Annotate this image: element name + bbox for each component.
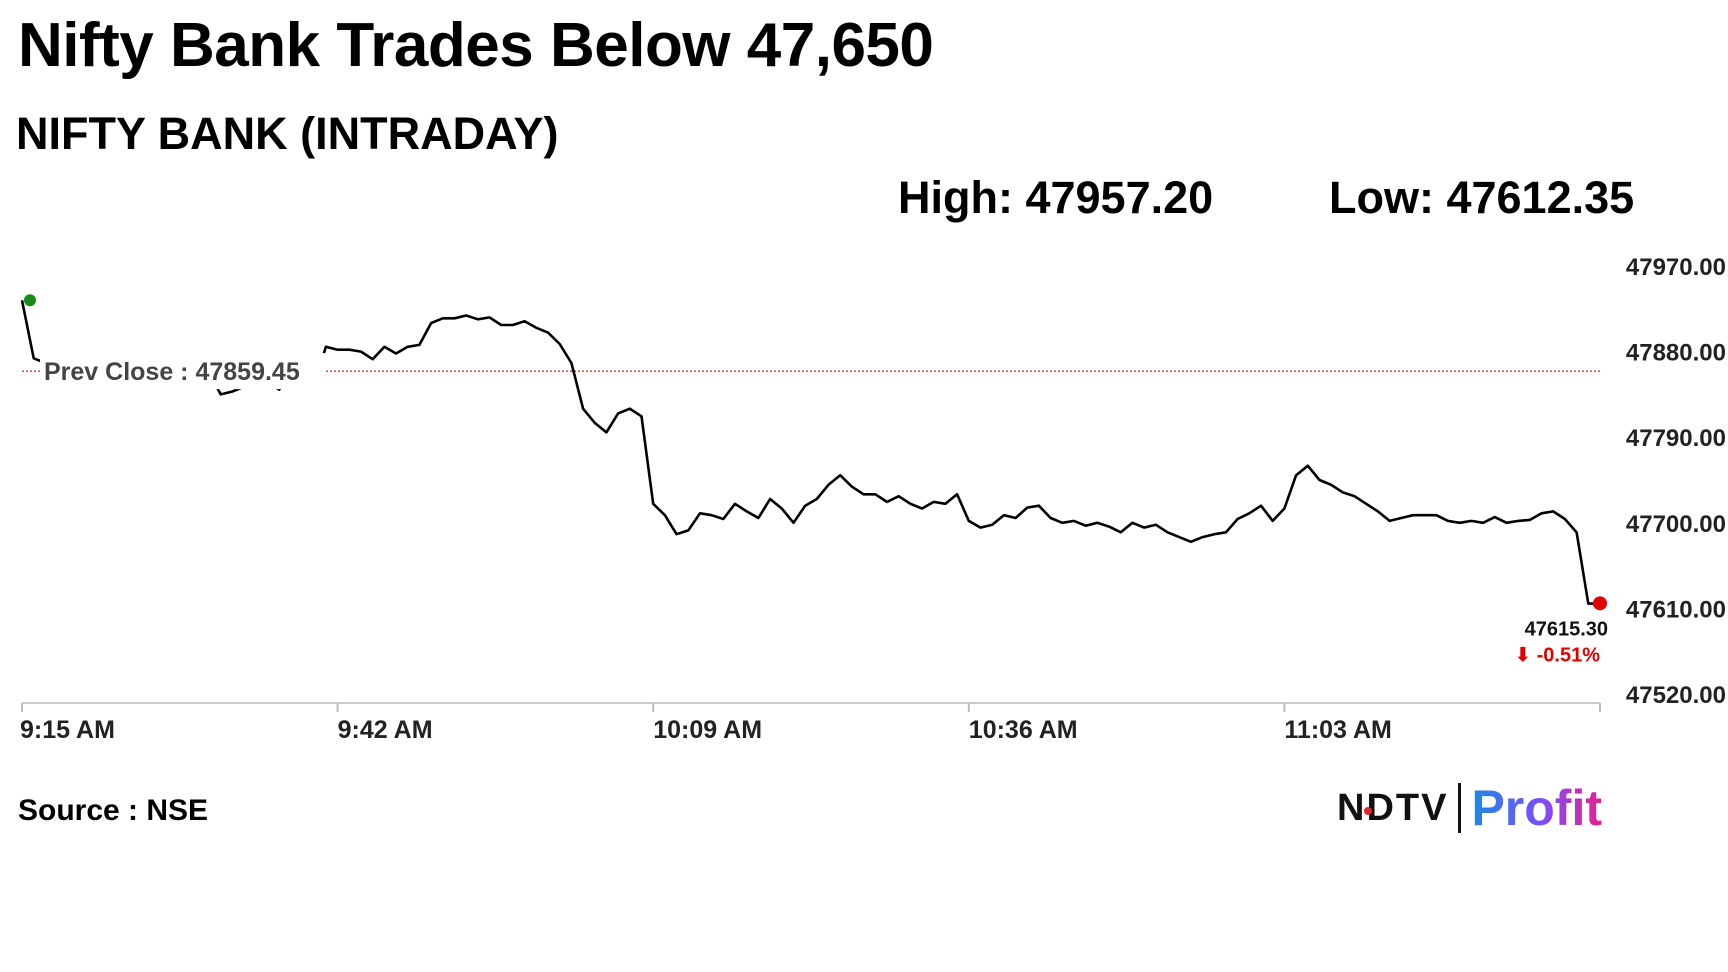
prev-close-label: Prev Close : 47859.45	[44, 358, 300, 386]
logo-red-dot	[1364, 806, 1372, 815]
x-tick-label: 10:09 AM	[653, 716, 762, 744]
y-tick-label: 47610.00	[1626, 596, 1726, 623]
x-tick-label: 9:15 AM	[20, 716, 115, 744]
intraday-line-chart: 9:15 AM 9:42 AM 10:09 AM 10:36 AM 11:03 AM 47…	[20, 254, 1726, 744]
y-tick-label: 47520.00	[1626, 682, 1726, 709]
logo-profit-text: Profit	[1471, 780, 1602, 836]
chart-subtitle: NIFTY BANK (INTRADAY)	[16, 108, 559, 159]
y-tick-label: 47880.00	[1626, 340, 1726, 367]
x-tick-label: 9:42 AM	[338, 716, 433, 744]
high-stat: High: 47957.20	[898, 172, 1214, 223]
headline: Nifty Bank Trades Below 47,650	[18, 11, 934, 80]
ndtv-profit-logo: NDTV Profit	[1337, 778, 1602, 838]
logo-divider	[1458, 783, 1462, 833]
x-tick-label: 10:36 AM	[969, 716, 1078, 744]
prev-close-label-bg	[40, 353, 326, 390]
logo-ndtv-text: NDTV	[1337, 786, 1449, 829]
source-note: Source : NSE	[18, 794, 209, 827]
change-label: ⬇ -0.51%	[1514, 644, 1600, 666]
low-stat: Low: 47612.35	[1329, 172, 1635, 223]
start-marker	[24, 294, 36, 307]
end-marker	[1593, 596, 1607, 611]
y-tick-label: 47970.00	[1626, 254, 1726, 281]
y-tick-label: 47790.00	[1626, 425, 1726, 452]
price-line	[20, 299, 1600, 605]
x-tick-label: 11:03 AM	[1284, 716, 1391, 744]
last-value-label: 47615.30	[1525, 618, 1608, 640]
y-tick-label: 47700.00	[1626, 511, 1726, 538]
